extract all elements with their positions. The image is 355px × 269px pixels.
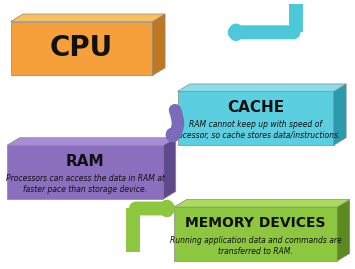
Polygon shape <box>7 145 163 199</box>
Polygon shape <box>11 22 153 75</box>
Polygon shape <box>178 84 346 91</box>
Polygon shape <box>153 14 165 75</box>
Text: CACHE: CACHE <box>227 100 284 115</box>
Text: RAM: RAM <box>66 154 104 169</box>
Polygon shape <box>7 138 176 145</box>
Polygon shape <box>178 91 334 145</box>
Text: RAM cannot keep up with speed of
processor, so cache stores data/instructions.: RAM cannot keep up with speed of process… <box>170 120 341 140</box>
Polygon shape <box>11 14 165 22</box>
Polygon shape <box>163 138 176 199</box>
Text: Running application data and commands are
transferred to RAM.: Running application data and commands ar… <box>170 236 342 256</box>
Polygon shape <box>174 200 350 207</box>
Text: MEMORY DEVICES: MEMORY DEVICES <box>185 216 326 230</box>
Polygon shape <box>337 200 350 261</box>
Text: Processors can access the data in RAM at
faster pace than storage device.: Processors can access the data in RAM at… <box>6 174 165 194</box>
FancyArrowPatch shape <box>172 110 178 136</box>
Polygon shape <box>174 207 337 261</box>
Text: CPU: CPU <box>50 34 113 62</box>
Polygon shape <box>334 84 346 145</box>
